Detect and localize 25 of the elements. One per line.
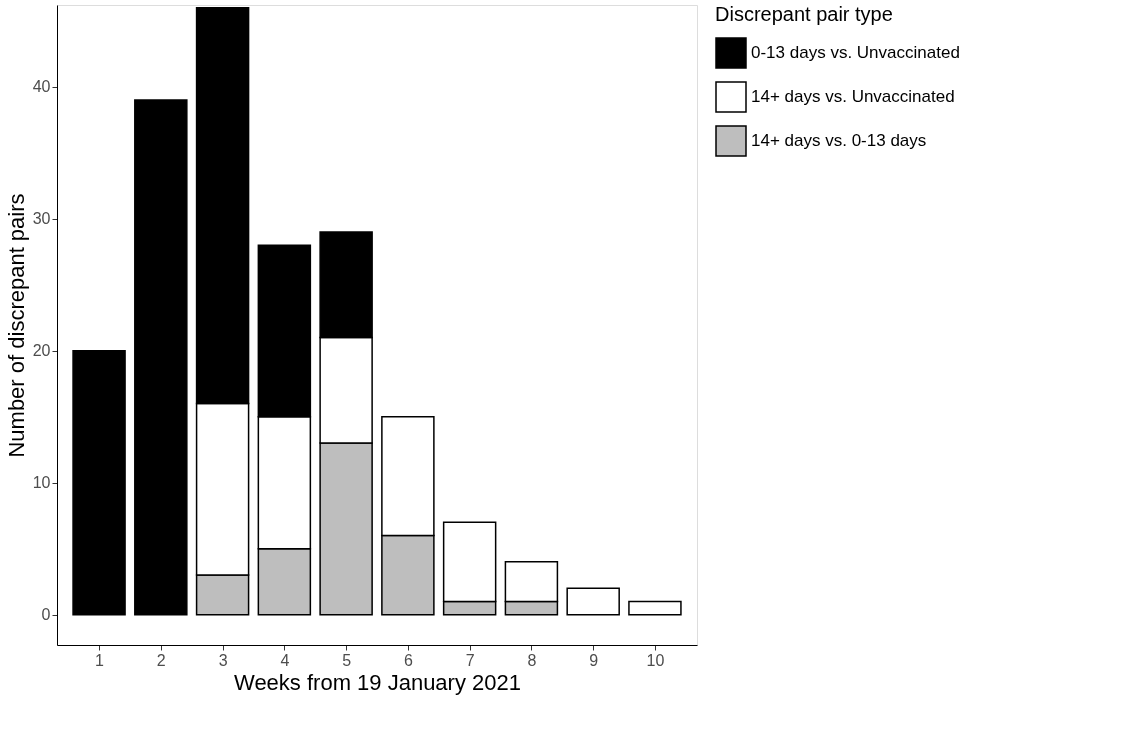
x-tick-label: 7	[465, 651, 475, 669]
bar	[628, 600, 682, 616]
y-tick-label: 20	[32, 342, 51, 360]
x-axis-title: Weeks from 19 January 2021	[234, 669, 521, 695]
legend-label: 14+ days vs. 0-13 days	[751, 131, 927, 150]
legend-label: 0-13 days vs. Unvaccinated	[751, 43, 960, 62]
y-axis-title: Number of discrepant pairs	[3, 193, 29, 458]
x-tick-label: 1	[95, 651, 105, 669]
legend-title: Discrepant pair type	[715, 3, 893, 25]
x-tick-label: 5	[342, 651, 352, 669]
y-tick-label: 0	[41, 606, 51, 624]
bar	[134, 99, 188, 616]
y-tick-label: 40	[32, 78, 51, 96]
x-tick-label: 6	[403, 651, 413, 669]
x-tick-label: 4	[280, 651, 290, 669]
x-tick-label: 3	[218, 651, 228, 669]
legend-label: 14+ days vs. Unvaccinated	[751, 87, 955, 106]
x-tick-label: 9	[589, 651, 599, 669]
y-tick-label: 10	[32, 474, 51, 492]
x-tick-label: 8	[527, 651, 537, 669]
x-tick-label: 10	[646, 651, 665, 669]
y-tick-label: 30	[32, 210, 51, 228]
x-tick-label: 2	[156, 651, 166, 669]
bar	[72, 349, 126, 616]
bar	[566, 587, 620, 616]
